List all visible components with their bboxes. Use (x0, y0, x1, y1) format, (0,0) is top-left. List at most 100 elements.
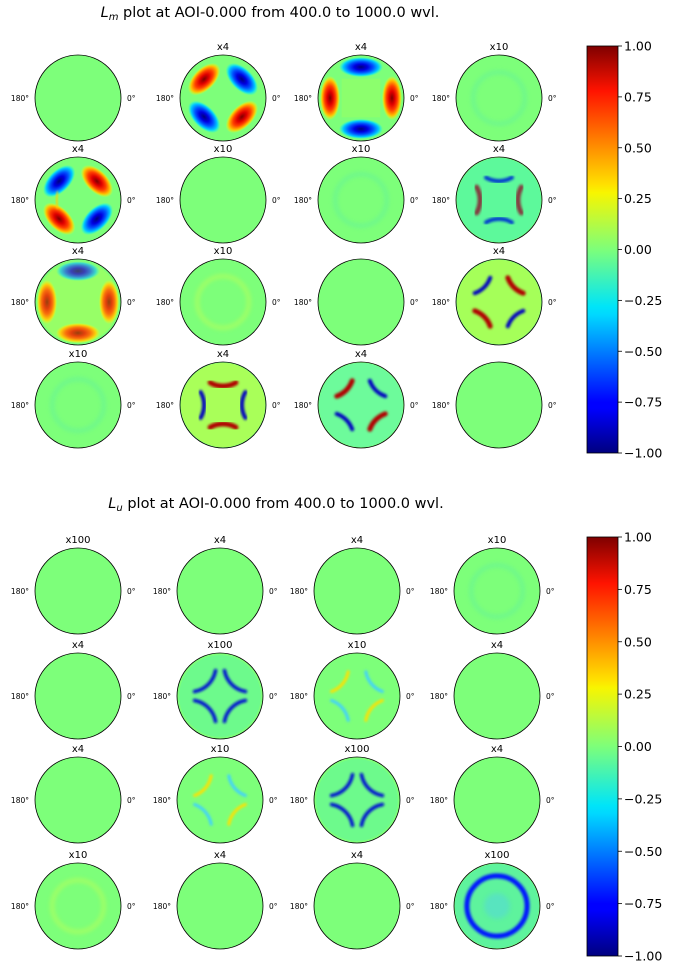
colorbar-tick-label: 0.50 (624, 634, 652, 649)
ring-arc (330, 670, 350, 694)
subplot-title: x4 (351, 850, 363, 861)
subplot-title: x4 (72, 744, 84, 755)
polar-disk (180, 362, 266, 448)
polar-outline (34, 862, 122, 950)
polar-outline (453, 652, 541, 740)
ring-arc (515, 184, 524, 216)
lobe (80, 165, 113, 198)
polar-outline (453, 756, 541, 844)
subplot-title: x4 (491, 640, 503, 651)
colorbar-tick-label: 0.25 (624, 687, 652, 702)
polar-subplot: x10 180° 0° (156, 246, 281, 346)
polar-outline (313, 756, 401, 844)
polar-disk (35, 757, 121, 843)
ring-arc (227, 774, 247, 798)
subplot-title: x10 (214, 246, 233, 257)
tick-label-180: 180° (153, 796, 171, 805)
polar-content (37, 261, 119, 343)
polar-subplot: x10 180° 0° (11, 349, 136, 449)
polar-outline (179, 156, 267, 244)
subplot-title: x4 (217, 349, 229, 360)
colorbar-tick-label: −1.00 (624, 949, 662, 964)
tick-label-0: 0° (548, 196, 557, 205)
polar-disk (314, 548, 400, 634)
polar-content (333, 172, 389, 228)
tick-label-0: 0° (269, 587, 278, 596)
polar-subplot: 180° 0° (294, 258, 419, 346)
polar-outline (34, 547, 122, 635)
center-spot (484, 893, 510, 919)
tick-label-180: 180° (294, 401, 312, 410)
ring-arc (505, 308, 526, 329)
tick-label-180: 180° (153, 902, 171, 911)
plot-title: Lm plot at AOI-0.000 from 400.0 to 1000.… (101, 5, 440, 23)
ring-arc (474, 184, 483, 216)
tick-label-180: 180° (290, 796, 308, 805)
plot-title: Lu plot at AOI-0.000 from 400.0 to 1000.… (108, 496, 443, 514)
polar-content (50, 878, 106, 934)
lobe (37, 280, 58, 324)
polar-disk (180, 259, 266, 345)
polar-subplot: x4 180° 0° (432, 246, 557, 346)
polar-disk (177, 548, 263, 634)
subplot-title: x10 (348, 640, 367, 651)
polar-content (330, 670, 384, 722)
colorbar-strip (586, 536, 619, 957)
polar-outline (317, 361, 405, 449)
subplot-title: x4 (72, 640, 84, 651)
polar-disk (318, 259, 404, 345)
tick-label-180: 180° (11, 94, 29, 103)
subplot-title: x10 (211, 744, 230, 755)
polar-content (471, 70, 527, 126)
polar-subplot: 180° 0° (432, 361, 557, 449)
colorbar-tick-label: 0.00 (624, 242, 652, 257)
ring-arc (359, 802, 385, 828)
colorbar: 1.00 0.75 0.50 0.25 0.00 −0.25 −0.50 −0.75 −1.00 (586, 530, 662, 964)
tick-label-0: 0° (548, 401, 557, 410)
polar-disk (35, 55, 121, 141)
lobe (56, 322, 100, 343)
ring-arc (193, 802, 213, 826)
tick-label-180: 180° (294, 298, 312, 307)
polar-subplot: x4 180° 0° (430, 640, 555, 740)
ring-arc (330, 698, 350, 722)
polar-outline (34, 258, 122, 346)
polar-subplot: x4 180° 0° (432, 144, 557, 244)
polar-content (193, 774, 247, 826)
polar-outline (455, 54, 543, 142)
tick-label-180: 180° (156, 298, 174, 307)
subplot-title: x4 (72, 246, 84, 257)
ring-arc (334, 378, 355, 399)
tick-label-0: 0° (546, 796, 555, 805)
tick-label-0: 0° (406, 587, 415, 596)
polar-subplot: x4 180° 0° (290, 535, 415, 635)
tick-label-180: 180° (290, 902, 308, 911)
subplot-title: x4 (493, 144, 505, 155)
tick-label-0: 0° (406, 692, 415, 701)
polar-outline (317, 54, 405, 142)
subplot-title: x100 (484, 850, 509, 861)
colorbar-tick-label: −0.25 (624, 293, 662, 308)
polar-disk (180, 55, 266, 141)
lobe (225, 100, 258, 133)
polar-disk (35, 259, 121, 345)
colorbar-tick-label: 1.00 (624, 530, 652, 545)
polar-outline (455, 258, 543, 346)
lobe (188, 63, 221, 96)
tick-label-0: 0° (127, 796, 136, 805)
subplot-title: x4 (214, 850, 226, 861)
ring-arc (192, 698, 218, 724)
colorbar-tick-label: −1.00 (624, 446, 662, 461)
polar-subplot: x100 180° 0° (430, 850, 555, 950)
polar-outline (176, 547, 264, 635)
lobe (56, 261, 100, 282)
polar-disk (454, 548, 540, 634)
polar-outline (34, 156, 122, 244)
polar-content (316, 759, 398, 841)
colorbar-tick-label: −0.50 (624, 844, 662, 859)
tick-label-180: 180° (153, 587, 171, 596)
polar-outline (313, 547, 401, 635)
tick-label-180: 180° (432, 196, 450, 205)
polar-disk (456, 362, 542, 448)
